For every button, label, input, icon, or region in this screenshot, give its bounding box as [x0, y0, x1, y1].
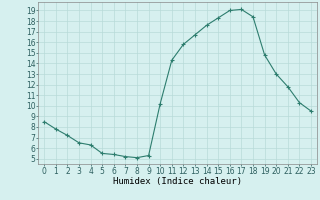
X-axis label: Humidex (Indice chaleur): Humidex (Indice chaleur)	[113, 177, 242, 186]
